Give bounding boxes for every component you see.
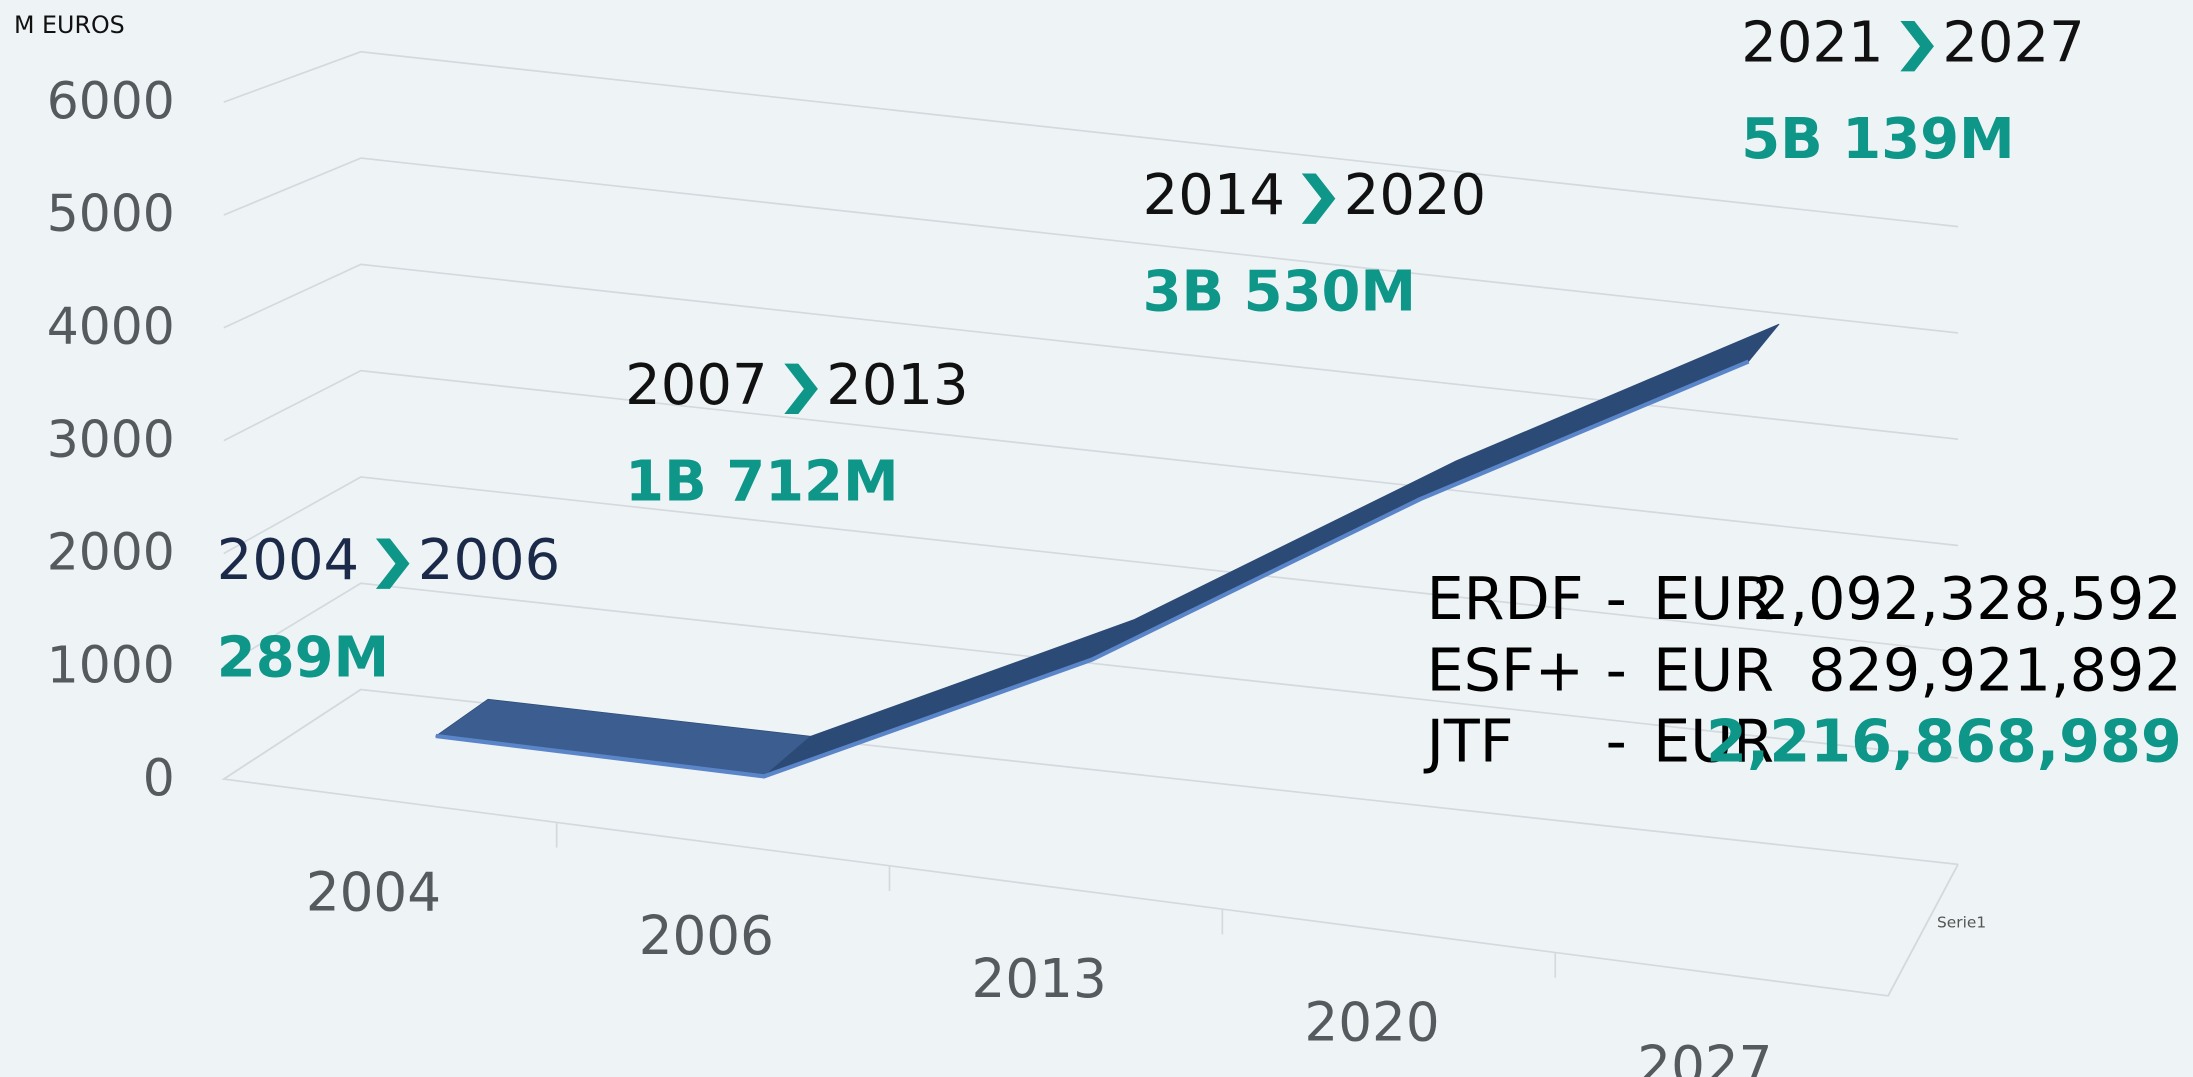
chevron — [375, 538, 410, 589]
y-tick-label: 4000 — [47, 297, 175, 356]
grid-line — [223, 157, 1959, 334]
grid-line — [223, 476, 1959, 653]
x-tick-label: 2013 — [972, 948, 1107, 1010]
fund-name: ESF+ — [1427, 635, 1584, 704]
fund-separator: - — [1606, 564, 1627, 633]
fund-amount: 2,092,328,592 — [1752, 564, 2182, 633]
grid-line — [223, 50, 1959, 228]
x-tick-label: 2027 — [1637, 1035, 1772, 1077]
y-axis-label: M EUROS — [14, 11, 125, 39]
period-end: 2006 — [418, 528, 560, 593]
grid-line — [223, 582, 1959, 759]
fund-name: ERDF — [1427, 564, 1584, 633]
period-start: 2014 — [1143, 163, 1285, 228]
line — [435, 359, 1750, 779]
period-amount: 289M — [217, 626, 389, 691]
period-amount: 5B 139M — [1741, 107, 2014, 172]
fund-separator: - — [1606, 707, 1627, 776]
period-start: 2007 — [625, 353, 767, 418]
chevron — [1900, 21, 1934, 72]
period-amount: 1B 712M — [625, 449, 898, 514]
fund-currency: EUR — [1653, 564, 1774, 633]
y-tick-label: 3000 — [47, 410, 175, 469]
chevron — [1301, 173, 1336, 224]
y-tick-label: 5000 — [47, 184, 175, 243]
fund-amount: 829,921,892 — [1808, 635, 2182, 704]
y-tick-label: 2000 — [47, 523, 175, 582]
fund-name: JTF — [1423, 707, 1514, 776]
x-tick-label: 2006 — [639, 905, 774, 967]
grid-line — [223, 263, 1959, 441]
fund-amount: 2,216,868,989 — [1706, 707, 2182, 776]
y-tick-label: 0 — [143, 748, 175, 807]
period-amount: 3B 530M — [1143, 259, 1416, 324]
grid-line — [223, 688, 1959, 866]
legend-entry: Serie1 — [1937, 914, 1986, 932]
period-end: 2013 — [826, 353, 968, 418]
chevron — [784, 363, 818, 415]
y-tick-label: 1000 — [47, 636, 175, 695]
x-tick-label: 2020 — [1304, 992, 1439, 1054]
period-end: 2027 — [1942, 10, 2084, 75]
period-start: 2004 — [217, 528, 359, 593]
period-start: 2021 — [1741, 10, 1883, 75]
period-end: 2020 — [1344, 163, 1486, 228]
fund-currency: EUR — [1653, 635, 1774, 704]
y-tick-label: 6000 — [47, 71, 175, 130]
depth-edge — [1887, 863, 1959, 997]
fund-currency: EUR — [1653, 707, 1774, 776]
x-tick-label: 2004 — [306, 861, 441, 923]
fund-separator: - — [1606, 635, 1627, 704]
